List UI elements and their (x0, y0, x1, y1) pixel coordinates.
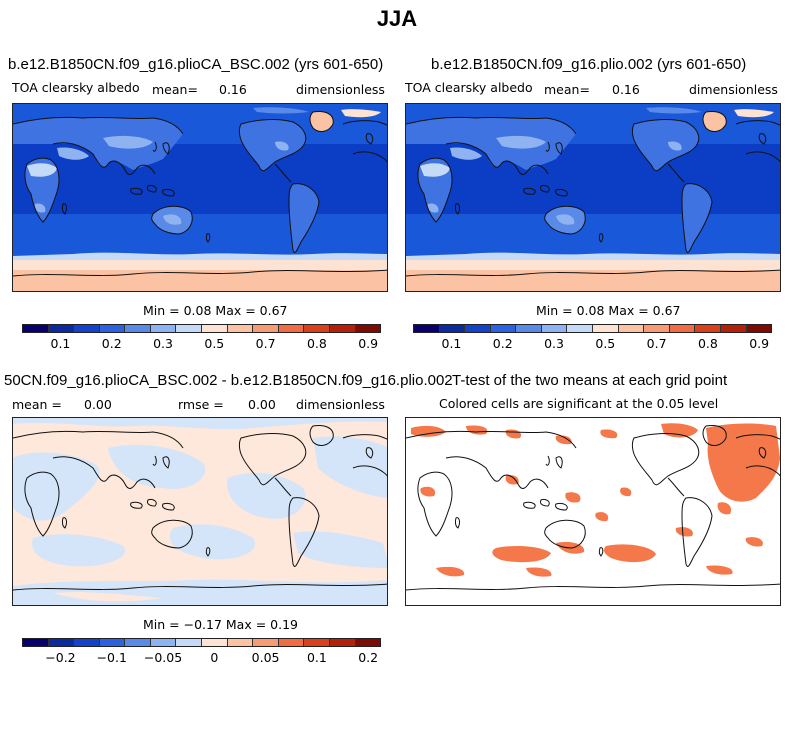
panel2-minmax: Min = 0.08 Max = 0.67 (536, 303, 681, 318)
panel2-variable: TOA clearsky albedo (405, 80, 533, 95)
colorbar-swatch (227, 325, 254, 332)
panel2-mean-value: 0.16 (612, 82, 640, 97)
panel2-units: dimensionless (689, 82, 778, 97)
panel1-minmax: Min = 0.08 Max = 0.67 (143, 303, 288, 318)
colorbar-tick-label: 0.1 (441, 336, 462, 351)
panel1-mean-value: 0.16 (219, 82, 247, 97)
panel3-mean-label: mean = (12, 397, 62, 412)
colorbar-tick-label: 0.7 (255, 336, 276, 351)
panel3-colorbar (22, 638, 381, 647)
colorbar-swatch (329, 325, 356, 332)
colorbar-tick-label: 0.1 (50, 336, 71, 351)
colorbar-tick-label: 0.05 (251, 650, 280, 665)
panel1-mean-label: mean= (152, 82, 198, 97)
panel3-title: 50CN.f09_g16.plioCA_BSC.002 - b.e12.B185… (4, 372, 453, 389)
colorbar-tick-label: 0.2 (358, 650, 379, 665)
panel2-title: b.e12.B1850CN.f09_g16.plio.002 (yrs 601-… (431, 56, 747, 73)
colorbar-swatch (695, 325, 721, 332)
colorbar-swatch (125, 325, 151, 332)
colorbar-swatch (746, 325, 772, 332)
colorbar-swatch (414, 325, 440, 332)
colorbar-swatch (516, 325, 542, 332)
panel2-map (405, 103, 781, 292)
colorbar-tick-label: 0.3 (544, 336, 564, 351)
colorbar-swatch (99, 325, 126, 332)
colorbar-tick-label: 0.2 (101, 336, 122, 351)
panel2-mean-label: mean= (544, 82, 590, 97)
panel3-minmax: Min = −0.17 Max = 0.19 (143, 617, 298, 632)
colorbar-swatch (48, 325, 75, 332)
colorbar-swatch (439, 325, 466, 332)
colorbar-swatch (150, 325, 177, 332)
colorbar-swatch (253, 639, 279, 646)
colorbar-swatch (355, 639, 381, 646)
colorbar-swatch (150, 639, 177, 646)
colorbar-tick-label: 0.9 (749, 336, 770, 351)
panel1-colorbar (22, 324, 381, 333)
colorbar-swatch (202, 639, 228, 646)
figure-title: JJA (376, 6, 418, 31)
colorbar-tick-label: −0.1 (96, 650, 127, 665)
colorbar-swatch (644, 325, 670, 332)
colorbar-tick-label: 0.9 (358, 336, 379, 351)
colorbar-swatch (48, 639, 75, 646)
colorbar-swatch (465, 325, 491, 332)
colorbar-swatch (669, 325, 696, 332)
colorbar-swatch (99, 639, 126, 646)
colorbar-tick-label: 0.8 (697, 336, 718, 351)
colorbar-tick-label: 0.8 (306, 336, 327, 351)
panel1-units: dimensionless (296, 82, 385, 97)
panel3-rmse-label: rmse = (178, 397, 224, 412)
colorbar-tick-label: 0.5 (204, 336, 225, 351)
colorbar-swatch (74, 325, 100, 332)
colorbar-swatch (278, 639, 305, 646)
colorbar-tick-label: −0.05 (143, 650, 183, 665)
panel4-map (405, 417, 781, 606)
panel1-title: b.e12.B1850CN.f09_g16.plioCA_BSC.002 (yr… (8, 56, 384, 73)
colorbar-swatch (23, 325, 49, 332)
colorbar-swatch (278, 325, 305, 332)
panel3-map (12, 417, 388, 606)
panel2-colorbar (413, 324, 772, 333)
panel1-map (12, 103, 388, 292)
colorbar-swatch (23, 639, 49, 646)
colorbar-swatch (567, 325, 594, 332)
colorbar-tick-label: 0.5 (595, 336, 616, 351)
colorbar-tick-label: 0.7 (646, 336, 667, 351)
colorbar-tick-label: 0.1 (306, 650, 327, 665)
colorbar-swatch (253, 325, 279, 332)
colorbar-tick-label: 0.2 (492, 336, 513, 351)
colorbar-swatch (618, 325, 645, 332)
colorbar-swatch (304, 639, 330, 646)
colorbar-tick-label: 0.3 (153, 336, 173, 351)
colorbar-swatch (125, 639, 151, 646)
panel3-units: dimensionless (296, 397, 385, 412)
colorbar-swatch (355, 325, 381, 332)
colorbar-swatch (227, 639, 254, 646)
colorbar-swatch (329, 639, 356, 646)
colorbar-swatch (202, 325, 228, 332)
colorbar-swatch (541, 325, 568, 332)
colorbar-swatch (176, 325, 203, 332)
colorbar-swatch (720, 325, 747, 332)
panel3-mean-value: 0.00 (84, 397, 112, 412)
colorbar-swatch (304, 325, 330, 332)
colorbar-swatch (593, 325, 619, 332)
colorbar-tick-label: −0.2 (45, 650, 76, 665)
colorbar-swatch (490, 325, 517, 332)
panel4-title: T-test of the two means at each grid poi… (452, 372, 728, 389)
panel4-subtitle: Colored cells are significant at the 0.0… (439, 396, 719, 411)
panel3-rmse-value: 0.00 (248, 397, 276, 412)
panel1-variable: TOA clearsky albedo (12, 80, 140, 95)
colorbar-swatch (176, 639, 203, 646)
colorbar-tick-label: 0 (210, 650, 219, 665)
colorbar-swatch (74, 639, 100, 646)
